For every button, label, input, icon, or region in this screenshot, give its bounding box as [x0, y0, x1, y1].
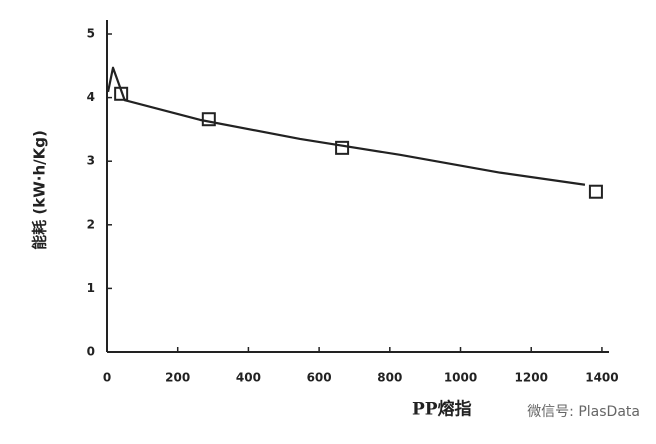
x-tick-label: 800 [377, 371, 402, 385]
fit-curve [106, 66, 586, 186]
data-point [335, 140, 350, 155]
y-tick-label: 5 [87, 27, 95, 41]
x-tick-label: 400 [236, 371, 261, 385]
x-axis-label: PP熔指 [412, 399, 472, 420]
x-tick-label: 1200 [515, 371, 548, 385]
x-tick-label: 0 [103, 371, 111, 385]
y-tick-label: 2 [87, 217, 95, 231]
y-tick-label: 3 [87, 154, 95, 168]
x-tick-label: 1400 [585, 371, 618, 385]
x-tick-label: 200 [165, 371, 190, 385]
x-tick-label: 1000 [444, 371, 477, 385]
y-tick-label: 0 [87, 345, 95, 359]
y-axis-label: 能耗 (kW·h/Kg) [31, 130, 49, 250]
watermark: 微信号: PlasData [527, 404, 640, 420]
data-point [201, 112, 216, 127]
x-tick-label: 600 [307, 371, 332, 385]
data-point [588, 184, 603, 199]
y-tick-label: 4 [87, 90, 95, 104]
y-tick-label: 1 [87, 281, 95, 295]
